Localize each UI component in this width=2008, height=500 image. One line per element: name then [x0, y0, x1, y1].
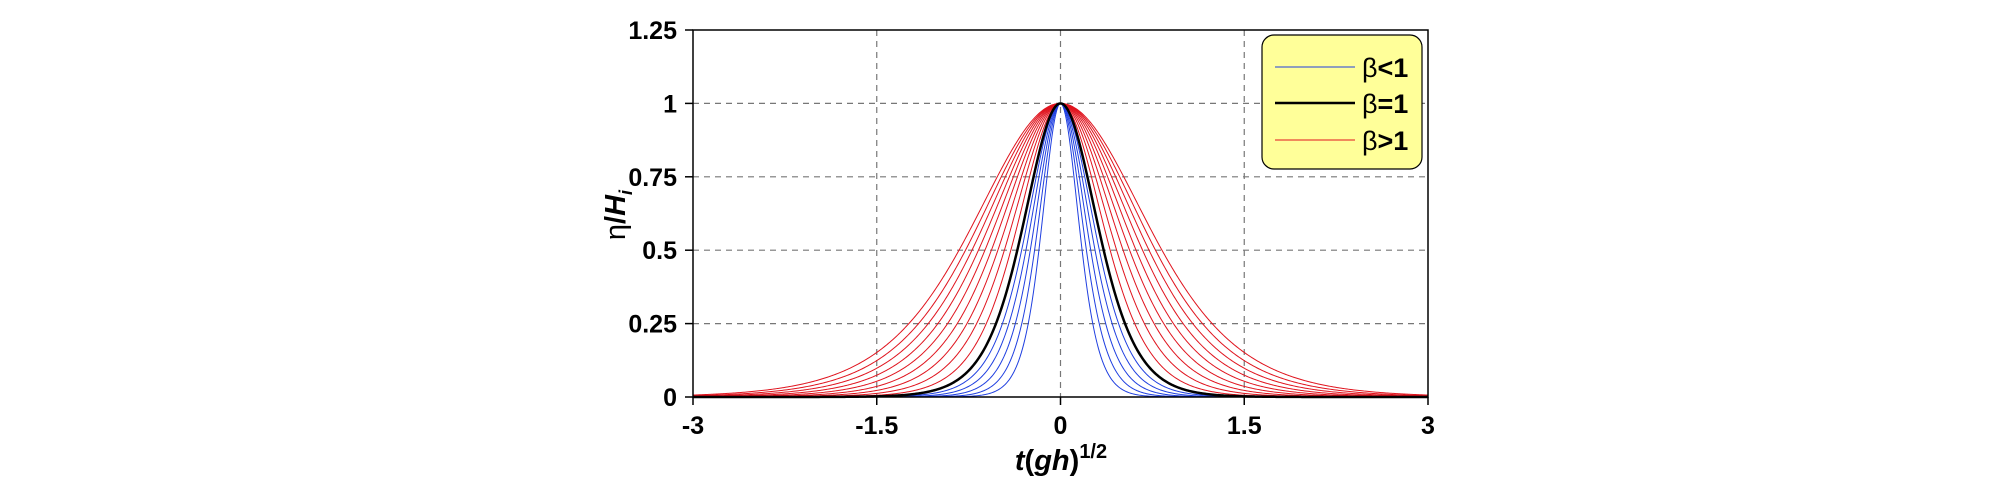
y-tick-label: 0.75: [628, 164, 677, 192]
x-axis-sup: 1/2: [1079, 441, 1107, 463]
legend: β<1 β=1 β>1: [1261, 34, 1423, 170]
y-axis-slash: /: [600, 216, 632, 224]
y-axis-sub: i: [616, 189, 636, 195]
y-tick-label: 1.25: [628, 17, 677, 45]
legend-label-beta-gt-1: β>1: [1362, 126, 1408, 156]
y-axis-eta: η: [600, 224, 632, 240]
x-tick-label: 0: [1054, 412, 1068, 440]
legend-label-beta-eq-1: β=1: [1362, 89, 1408, 119]
x-tick-label: -3: [682, 412, 704, 440]
x-axis-close: ): [1070, 445, 1080, 477]
x-axis-gh: gh: [1033, 445, 1069, 477]
y-axis-H: H: [600, 194, 632, 216]
x-tick-label: 1.5: [1227, 412, 1262, 440]
legend-beta-eq-text: =1: [1378, 89, 1409, 119]
legend-beta-gt-text: >1: [1378, 126, 1409, 156]
x-axis-t: t: [1015, 445, 1026, 477]
y-tick-label: 1: [663, 90, 677, 118]
y-tick-label: 0.25: [628, 311, 677, 339]
legend-beta-symbol: β: [1362, 53, 1378, 83]
y-axis-label: η/Hi: [600, 189, 636, 240]
legend-beta-lt-text: <1: [1378, 53, 1409, 83]
y-tick-label: 0: [663, 384, 677, 412]
legend-beta-symbol: β: [1362, 89, 1378, 119]
y-tick-label: 0.5: [642, 237, 677, 265]
x-axis-open: (: [1025, 445, 1035, 477]
x-axis-label: t(gh)1/2: [1015, 441, 1107, 477]
x-tick-label: -1.5: [855, 412, 898, 440]
legend-beta-symbol: β: [1362, 126, 1378, 156]
x-tick-label: 3: [1421, 412, 1435, 440]
axis-ticks: -3 -1.5 0 1.5 3 0 0.25 0.5 0.75 1 1.25: [628, 17, 1435, 440]
legend-label-beta-lt-1: β<1: [1362, 53, 1408, 83]
